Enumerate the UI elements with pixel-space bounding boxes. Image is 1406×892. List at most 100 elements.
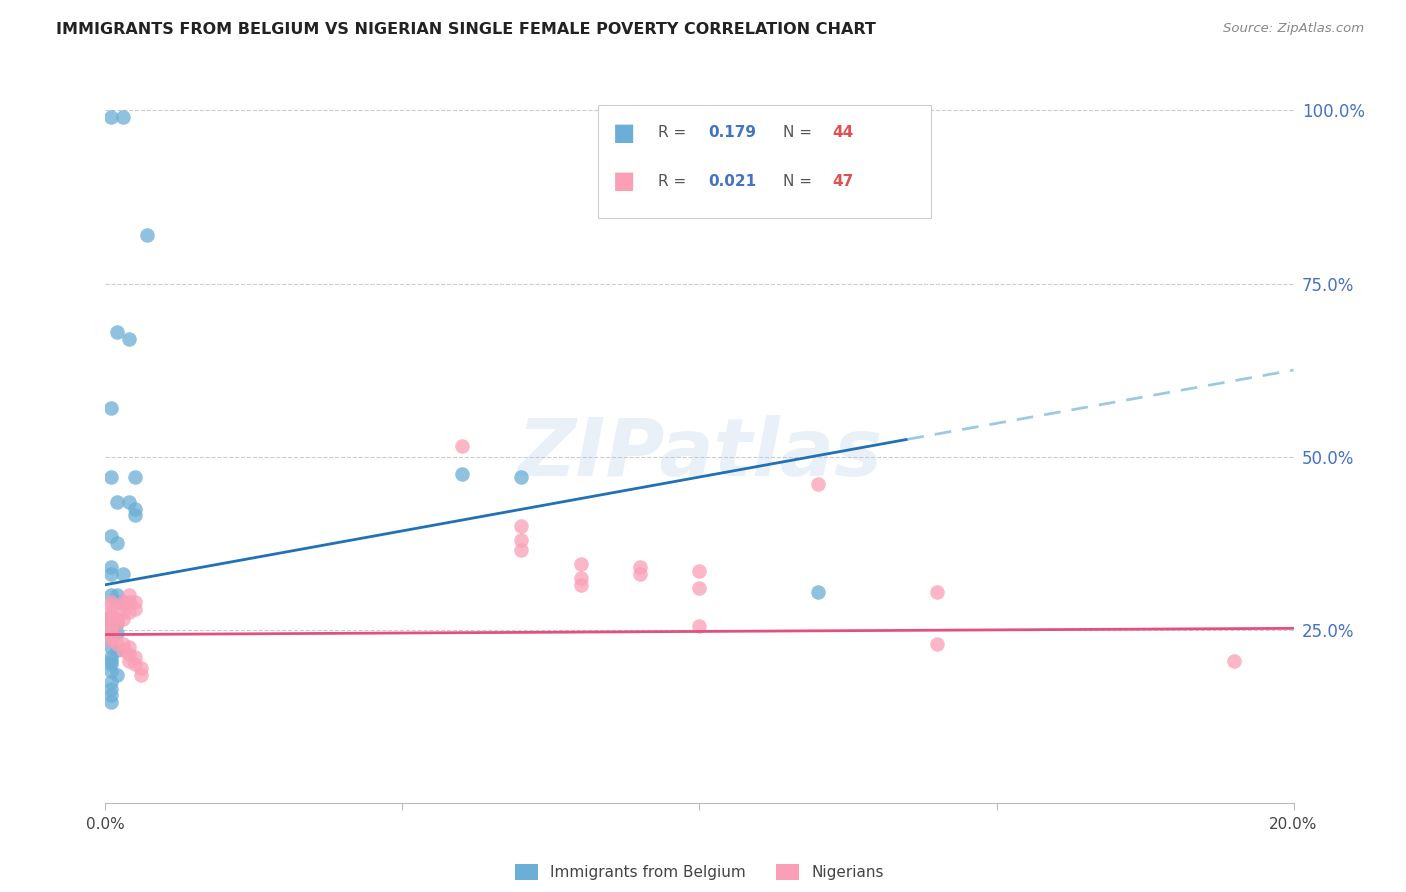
Point: [118, 588, 141, 602]
Point: [100, 633, 122, 648]
Point: [105, 615, 128, 630]
Point: [118, 332, 141, 346]
Point: [510, 543, 533, 558]
Text: ZIPatlas: ZIPatlas: [517, 415, 882, 493]
Point: [118, 494, 141, 508]
Point: [100, 674, 122, 689]
Point: [100, 626, 122, 640]
Point: [105, 494, 128, 508]
Point: [129, 661, 152, 675]
Point: [450, 439, 472, 453]
Point: [100, 606, 122, 620]
Point: [100, 650, 122, 665]
Point: [100, 529, 122, 543]
Point: [100, 595, 122, 609]
Point: [124, 657, 146, 672]
Legend: Immigrants from Belgium, Nigerians: Immigrants from Belgium, Nigerians: [509, 858, 890, 887]
Point: [100, 608, 122, 623]
Point: [124, 602, 146, 616]
Point: [100, 612, 122, 626]
Text: 47: 47: [832, 174, 853, 189]
Point: [927, 584, 949, 599]
Point: [807, 477, 830, 491]
Point: [100, 630, 122, 644]
Point: [112, 606, 135, 620]
Point: [927, 636, 949, 650]
Point: [136, 228, 159, 243]
Point: [124, 501, 146, 516]
Point: [112, 595, 135, 609]
Point: [112, 612, 135, 626]
Point: [105, 595, 128, 609]
Text: N =: N =: [783, 174, 817, 189]
Point: [112, 636, 135, 650]
Point: [118, 595, 141, 609]
Text: R =: R =: [658, 174, 690, 189]
Point: [100, 599, 122, 613]
Point: [628, 560, 651, 574]
Point: [100, 612, 122, 626]
Point: [100, 689, 122, 703]
Point: [100, 695, 122, 709]
Point: [100, 633, 122, 648]
Point: [118, 647, 141, 661]
Point: [100, 665, 122, 679]
Point: [100, 560, 122, 574]
Point: [105, 325, 128, 339]
Point: [689, 564, 711, 578]
Point: [124, 650, 146, 665]
Point: [510, 470, 533, 484]
Point: [105, 588, 128, 602]
Point: [689, 581, 711, 595]
Point: [124, 470, 146, 484]
Text: N =: N =: [783, 125, 817, 140]
Point: [569, 557, 592, 571]
Text: IMMIGRANTS FROM BELGIUM VS NIGERIAN SINGLE FEMALE POVERTY CORRELATION CHART: IMMIGRANTS FROM BELGIUM VS NIGERIAN SING…: [56, 22, 876, 37]
Point: [105, 636, 128, 650]
Text: 0.179: 0.179: [707, 125, 756, 140]
Point: [100, 401, 122, 416]
Point: [105, 612, 128, 626]
Point: [105, 626, 128, 640]
Text: 44: 44: [832, 125, 853, 140]
Point: [118, 606, 141, 620]
Point: [129, 667, 152, 681]
Point: [100, 567, 122, 582]
Point: [105, 536, 128, 550]
Point: [112, 595, 135, 609]
Point: [112, 111, 135, 125]
Point: [1223, 654, 1246, 668]
Text: R =: R =: [658, 125, 690, 140]
Point: [105, 612, 128, 626]
Point: [100, 657, 122, 672]
Point: [807, 584, 830, 599]
Point: [100, 681, 122, 696]
Point: [100, 619, 122, 633]
Text: Source: ZipAtlas.com: Source: ZipAtlas.com: [1223, 22, 1364, 36]
Point: [100, 640, 122, 654]
Point: [569, 578, 592, 592]
Point: [124, 508, 146, 523]
FancyBboxPatch shape: [599, 105, 931, 218]
Point: [100, 623, 122, 637]
Point: [124, 595, 146, 609]
Point: [510, 533, 533, 547]
Point: [450, 467, 472, 481]
Point: [100, 654, 122, 668]
Point: [112, 599, 135, 613]
Text: 0.021: 0.021: [707, 174, 756, 189]
Point: [105, 615, 128, 630]
Point: [100, 588, 122, 602]
Point: [105, 667, 128, 681]
Point: [112, 643, 135, 657]
Point: [569, 571, 592, 585]
Point: [100, 111, 122, 125]
Point: [105, 643, 128, 657]
Point: [628, 567, 651, 582]
Point: [100, 619, 122, 633]
Text: ■: ■: [613, 120, 636, 145]
Point: [100, 608, 122, 623]
Point: [689, 619, 711, 633]
Point: [112, 567, 135, 582]
Point: [118, 654, 141, 668]
